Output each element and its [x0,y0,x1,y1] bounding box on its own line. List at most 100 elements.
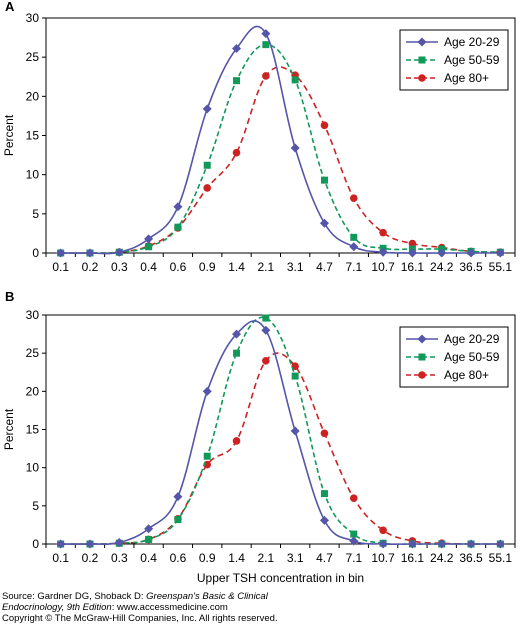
x-tick-label: 0.2 [82,551,99,565]
x-tick-label: 24.2 [430,551,454,565]
chart-panel-a: A 0 5 10 15 20 25 30 0.1 0.2 0.3 0.4 0.6 0.9 1.4 2.1 3.1… [2,0,516,274]
x-tick-label: 0.3 [111,260,128,274]
data-point-circle [349,494,358,503]
y-tick-label: 15 [26,129,40,143]
data-point-square [203,161,211,169]
source-book-title: Greenspan's Basic & Clinical [146,591,268,602]
y-tick-label: 5 [32,499,39,513]
legend-label: Age 50-59 [444,53,500,67]
y-tick-label: 25 [26,50,40,64]
data-point-diamond [407,248,417,258]
data-point-circle [379,526,387,535]
x-tick-label: 2.1 [258,551,275,565]
y-axis-title: Percent [2,114,16,156]
legend-label: Age 80+ [444,368,489,382]
data-point-diamond [349,242,359,252]
x-tick-label: 55.1 [489,551,513,565]
data-point-diamond [85,539,95,549]
x-tick-label: 55.1 [489,260,513,274]
data-point-diamond [495,539,505,549]
series-line-age-50-59 [60,43,501,254]
data-point-diamond [173,202,183,212]
data-point-diamond [407,539,417,549]
y-tick-label: 0 [32,246,39,260]
x-tick-label: 0.6 [170,551,187,565]
data-point-diamond [349,536,359,546]
series-line-age-20-29 [60,25,501,255]
source-credit-line-2: Endocrinology, 9th Edition: www.accessme… [2,602,228,613]
x-axis-title: Upper TSH concentration in bin [197,571,364,585]
x-tick-label: 0.6 [170,260,187,274]
x-tick-label: 16.1 [401,260,425,274]
x-tick-label: 0.3 [111,551,128,565]
data-point-diamond [202,104,212,114]
x-tick-label: 3.1 [287,551,304,565]
data-point-diamond [114,537,124,547]
data-point-square [145,243,153,251]
data-point-square [174,223,182,231]
data-point-square [291,76,299,84]
y-tick-label: 0 [32,537,39,551]
data-point-circle [320,121,329,130]
legend-label: Age 20-29 [444,35,500,49]
data-point-square [350,530,358,538]
data-point-diamond [232,44,242,54]
y-tick-label: 25 [26,346,40,360]
panel-label: A [5,0,15,14]
y-tick-label: 10 [26,461,40,475]
x-tick-label: 2.1 [258,260,275,274]
data-point-square [350,233,358,241]
x-tick-label: 0.9 [199,260,216,274]
data-point-diamond [261,325,271,335]
x-tick-label: 10.7 [371,260,395,274]
x-tick-label: 7.1 [345,551,362,565]
data-point-diamond [290,426,300,436]
data-point-square [262,314,270,322]
data-point-diamond [437,539,447,549]
y-tick-label: 15 [26,423,40,437]
data-point-square [145,535,153,543]
data-point-square [418,56,426,64]
data-point-diamond [261,29,271,39]
y-tick-label: 20 [26,89,40,103]
data-point-circle [203,184,212,192]
data-point-circle [232,148,241,157]
data-point-square [418,353,426,361]
data-point-square [174,516,182,524]
data-point-circle [349,194,358,202]
data-point-diamond [378,539,388,549]
data-point-diamond [56,248,66,258]
data-point-square [262,41,270,49]
data-point-square [233,77,241,85]
y-axis-title: Percent [2,408,16,450]
x-tick-label: 36.5 [459,260,483,274]
data-point-diamond [202,386,212,396]
source-prefix: Source: Gardner DG, Shoback D: [2,591,147,602]
y-tick-label: 30 [26,308,40,322]
y-tick-label: 20 [26,384,40,398]
data-point-circle [418,371,426,379]
data-point-diamond [173,492,183,502]
x-tick-label: 24.2 [430,260,454,274]
x-tick-label: 10.7 [371,551,395,565]
legend-label: Age 20-29 [444,332,500,346]
data-point-diamond [56,539,66,549]
x-tick-label: 16.1 [401,551,425,565]
data-point-diamond [319,515,329,525]
data-point-diamond [417,37,427,47]
source-book-edition: Endocrinology, 9th Edition [2,602,112,613]
x-tick-label: 0.9 [199,551,216,565]
source-url: : www.accessmedicine.com [111,602,228,613]
y-tick-label: 10 [26,168,40,182]
data-point-diamond [290,143,300,153]
x-tick-label: 0.4 [140,551,157,565]
data-point-square [233,349,241,357]
x-tick-label: 4.7 [316,260,333,274]
data-point-circle [262,72,270,80]
x-tick-label: 0.4 [140,260,157,274]
series-line-age-80- [60,66,501,254]
data-point-square [320,490,328,498]
data-point-circle [232,437,241,445]
data-point-diamond [232,329,242,339]
